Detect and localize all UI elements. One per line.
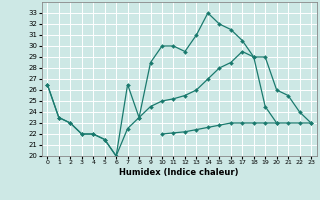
X-axis label: Humidex (Indice chaleur): Humidex (Indice chaleur) [119, 168, 239, 177]
